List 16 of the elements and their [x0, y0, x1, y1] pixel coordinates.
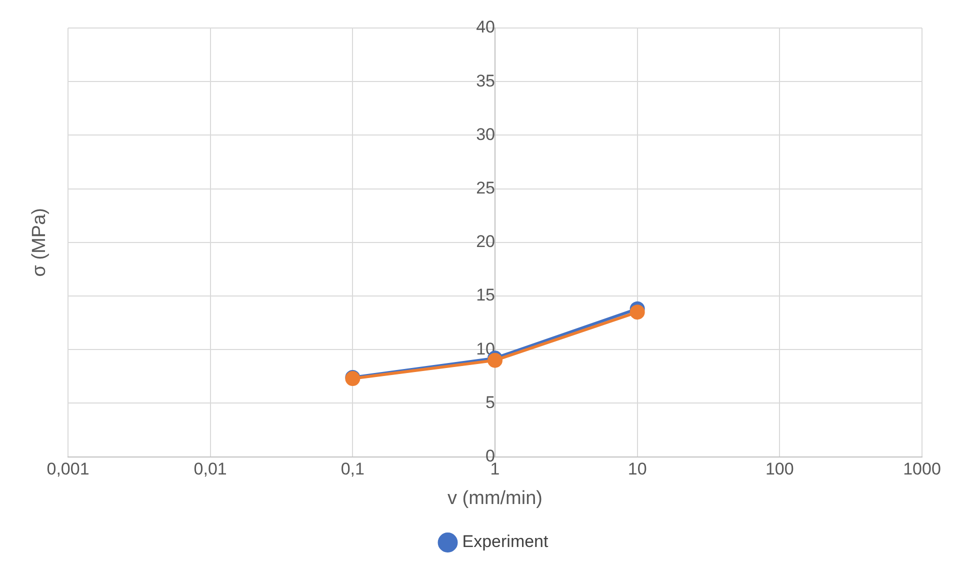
y-tick-label: 35 — [476, 71, 495, 90]
x-tick-label: 0,01 — [194, 460, 227, 479]
y-tick-label: 20 — [476, 232, 495, 252]
x-axis-title: v (mm/min) — [448, 488, 542, 509]
y-tick-label: 30 — [476, 124, 495, 144]
x-tick-label: 0,001 — [46, 460, 90, 479]
y-tick-label: 5 — [486, 392, 495, 412]
y-axis-title: σ (MPa) — [29, 208, 50, 277]
y-tick-label: 40 — [476, 18, 495, 37]
legend-label: Experiment — [462, 532, 549, 552]
x-tick-label: 0,1 — [340, 460, 364, 479]
x-tick-label: 100 — [765, 460, 794, 479]
y-tick-label: 15 — [476, 286, 495, 305]
y-tick-label: 25 — [476, 178, 495, 198]
x-tick-label: 10 — [628, 460, 647, 479]
x-tick-label: 1000 — [903, 460, 941, 479]
